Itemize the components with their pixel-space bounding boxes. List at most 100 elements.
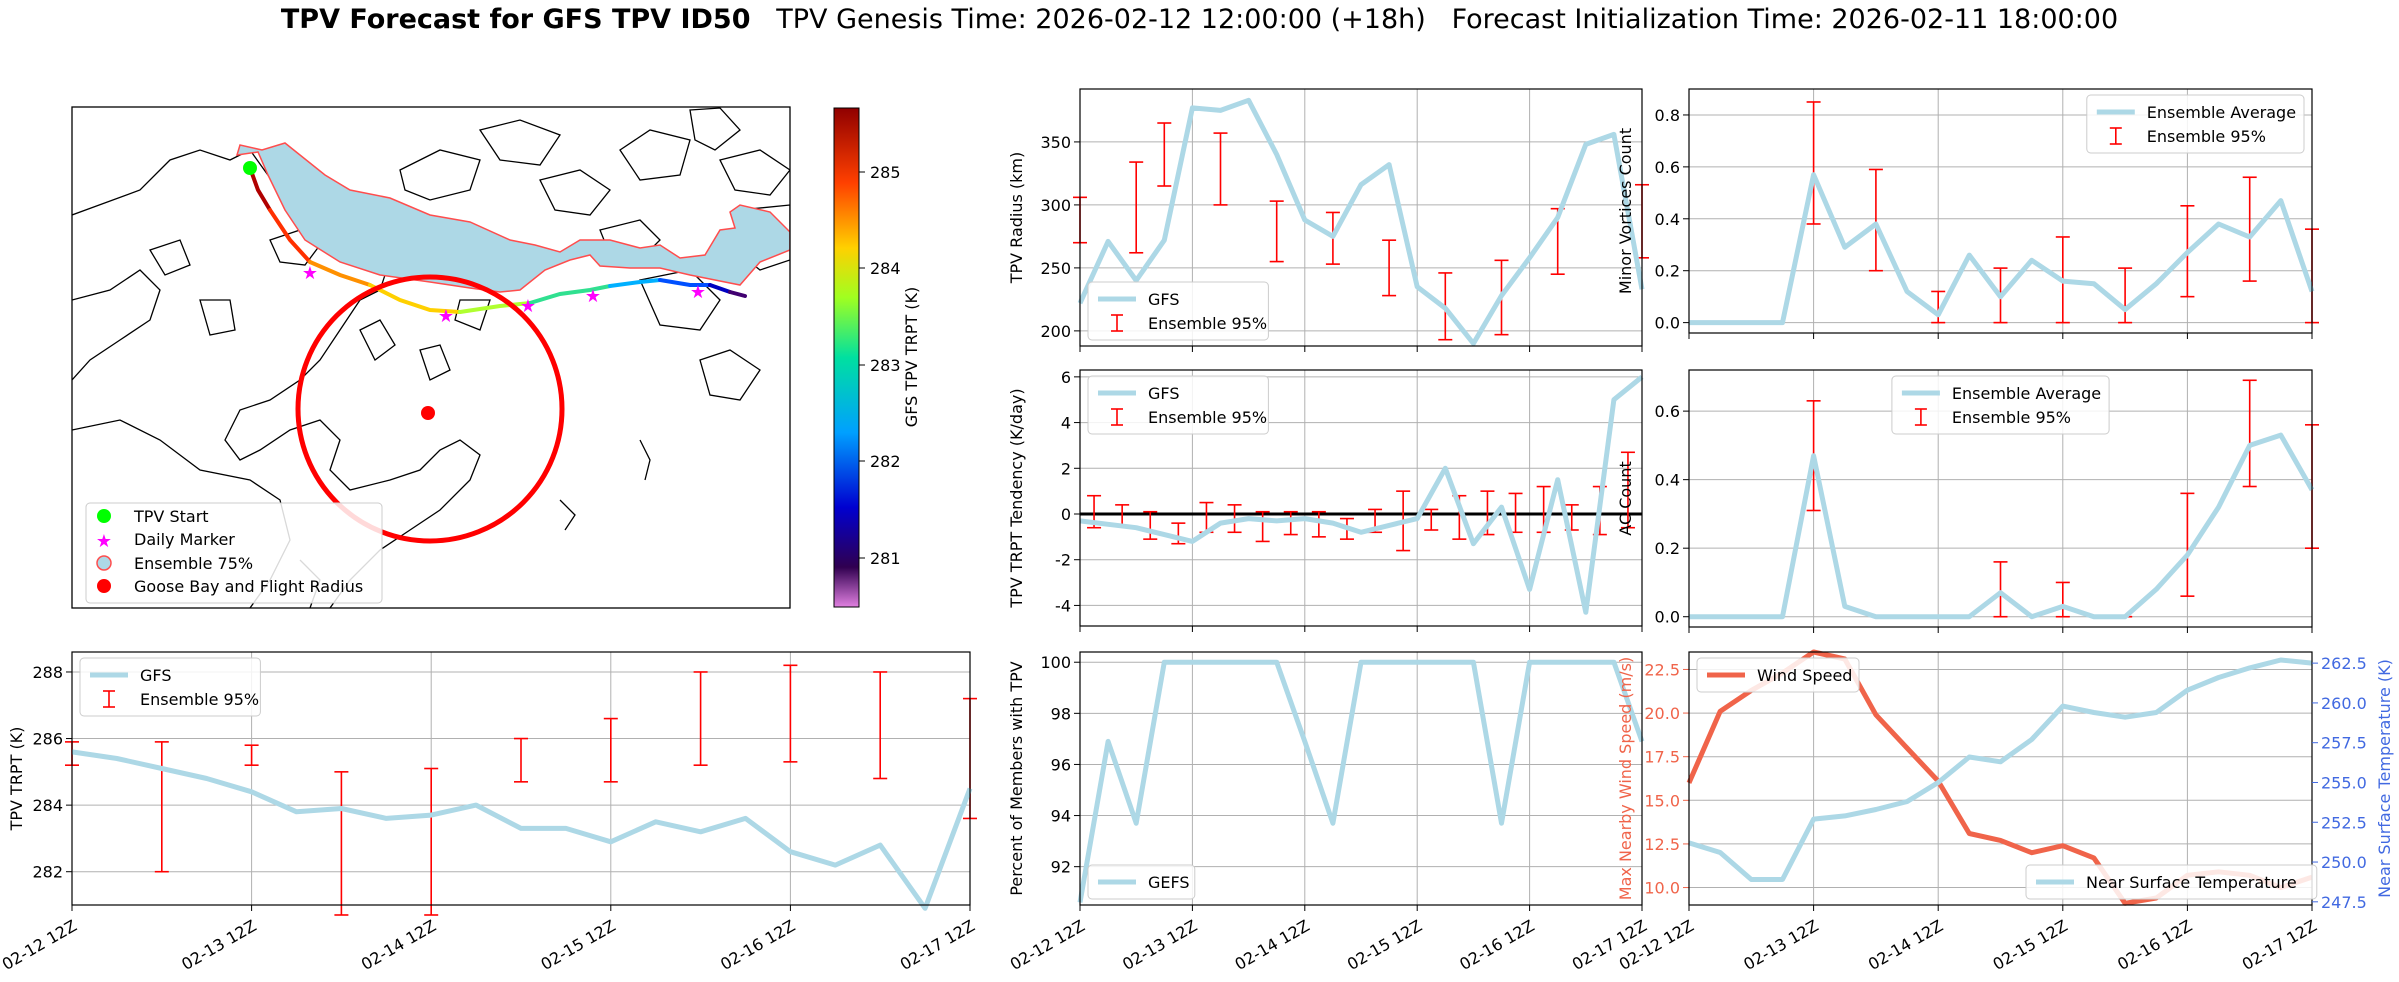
x-tick-label: 02-14 12Z: [1232, 916, 1313, 974]
legend-label: Near Surface Temperature: [2086, 873, 2297, 892]
y-tick-label: 300: [1040, 196, 1071, 215]
y-tick-label: 94: [1051, 807, 1071, 826]
daily-marker: ★: [302, 263, 318, 284]
y-axis-label: Percent of Members with TPV: [1007, 661, 1026, 895]
trpt-panel: 02-12 12Z 02-13 12Z 02-14 12Z 02-15 12Z 02-1…: [0, 651, 978, 974]
y-tick-label: 0.0: [1655, 608, 1680, 627]
y-tick-label: 22.5: [1644, 660, 1680, 679]
legend-box: [1696, 657, 1860, 693]
y-tick-label: 0: [1061, 505, 1071, 524]
x-tick-label: 02-15 12Z: [1344, 916, 1425, 974]
tpv-track: [248, 166, 747, 314]
x-tick-label: 02-16 12Z: [2114, 916, 2195, 974]
legend-label: GFS: [1148, 290, 1179, 309]
y-tick-label: 96: [1051, 755, 1071, 774]
y-tick-label: 10.0: [1644, 879, 1680, 898]
legend-box: [2086, 94, 2305, 154]
daily-marker: ★: [520, 296, 536, 317]
chart-panels: 200 250 300 350 TPV Radius (km) GFS Ensemble 9…: [0, 88, 2394, 974]
y-axis-label: Minor Vortices Count: [1616, 128, 1635, 294]
radius-frame: [1079, 88, 1643, 347]
legend-label: Wind Speed: [1757, 666, 1852, 685]
map-panel: ★ ★ ★ ★ ★ TPV Start ★ Daily Marker Ensem…: [71, 106, 921, 609]
y-tick-label: 100: [1040, 653, 1071, 672]
y-tick-label: 15.0: [1644, 791, 1680, 810]
y2-tick-label: 255.0: [2321, 773, 2367, 792]
y2-tick-label: 262.5: [2321, 654, 2367, 673]
genesis-time: TPV Genesis Time: 2026-02-12 12:00:00 (+…: [776, 4, 1426, 35]
legend-label: Ensemble 95%: [1952, 408, 2071, 427]
y-tick-label: 0.6: [1655, 158, 1680, 177]
colorbar-label: GFS TPV TRPT (K): [902, 287, 921, 427]
colorbar-tick-label: 282: [870, 452, 901, 471]
y-tick-label: 282: [32, 863, 63, 882]
y-axis-label: TPV TRPT Tendency (K/day): [1007, 388, 1026, 608]
tendency-frame: [1079, 369, 1643, 627]
y-tick-label: 20.0: [1644, 704, 1680, 723]
y-tick-label: -2: [1055, 551, 1071, 570]
y-tick-label: 250: [1040, 259, 1071, 278]
legend-box: [1891, 375, 2110, 435]
y-tick-label: 17.5: [1644, 748, 1680, 767]
minor-frame: [1688, 88, 2313, 334]
colorbar-tick-label: 283: [870, 356, 901, 375]
y-axis-label: Max Nearby Wind Speed (m/s): [1616, 657, 1635, 900]
series-line: [1689, 172, 2315, 326]
chart-legend: Near Surface Temperature: [2025, 864, 2318, 900]
y-tick-label: 0.6: [1655, 402, 1680, 421]
chart-legend: GFS Ensemble 95%: [1087, 281, 1269, 341]
series-line: [1688, 657, 2313, 882]
map-frame: [71, 106, 791, 609]
legend-ensemble-label: Ensemble 75%: [134, 554, 253, 573]
legend-ensemble-icon: [96, 555, 112, 571]
percent-frame: [1079, 651, 1643, 906]
y-tick-label: 6: [1061, 368, 1071, 387]
goose-bay-marker: [421, 406, 435, 420]
legend-daily-label: Daily Marker: [134, 530, 235, 549]
tendency-panel: -4 -2 0 2 4 6 TPV TRPT Tendency (K/day) GFS Ense…: [1007, 368, 1644, 632]
y2-tick-label: 252.5: [2321, 813, 2367, 832]
y-tick-label: 4: [1061, 414, 1071, 433]
flight-radius-circle: [295, 274, 565, 544]
series-line: [1077, 97, 1645, 346]
percent-panel: 02-12 12Z 02-13 12Z 02-14 12Z 02-15 12Z 02-1…: [1007, 651, 1650, 974]
legend-label: Ensemble 95%: [140, 690, 259, 709]
y-tick-label: 200: [1040, 322, 1071, 341]
ac-frame: [1688, 369, 2313, 628]
x-tick-label: 02-12 12Z: [0, 916, 80, 974]
x-tick-label: 02-13 12Z: [1740, 916, 1821, 974]
chart-legend: Wind Speed: [1696, 657, 1860, 693]
x-tick-label: 02-17 12Z: [2239, 916, 2320, 974]
y2-tick-label: 260.0: [2321, 694, 2367, 713]
legend-start-icon: [97, 509, 111, 523]
legend-goosebay-icon: [97, 579, 111, 593]
y2-tick-label: 250.0: [2321, 853, 2367, 872]
daily-markers: ★ ★ ★ ★ ★: [302, 263, 706, 327]
y-tick-label: 284: [32, 796, 63, 815]
trpt-frame: [71, 651, 971, 906]
x-tick-label: 02-16 12Z: [1456, 916, 1537, 974]
y-tick-label: 286: [32, 730, 63, 749]
chart-legend: Ensemble Average Ensemble 95%: [1891, 375, 2110, 435]
legend-label: GFS: [140, 666, 171, 685]
legend-box: [2025, 864, 2318, 900]
colorbar: 281 282 283 284 285 GFS TPV TRPT (K): [833, 107, 921, 608]
legend-label: GEFS: [1148, 873, 1190, 892]
x-tick-label: 02-15 12Z: [1990, 916, 2071, 974]
series-line: [71, 749, 973, 911]
legend-label: Ensemble 95%: [1148, 408, 1267, 427]
y-tick-label: 12.5: [1644, 835, 1680, 854]
y2-axis-label: Near Surface Temperature (K): [2375, 659, 2394, 898]
colorbar-tick-label: 284: [870, 259, 901, 278]
daily-marker: ★: [690, 282, 706, 303]
colorbar-ticks: 281 282 283 284 285: [859, 163, 901, 568]
y-axis-label: AC Count: [1616, 461, 1635, 535]
y-tick-label: -4: [1055, 596, 1071, 615]
x-tick-label: 02-13 12Z: [178, 916, 259, 974]
series-line: [1079, 374, 1644, 615]
x-tick-label: 02-14 12Z: [1865, 916, 1946, 974]
y-axis-label: TPV Radius (km): [1007, 152, 1026, 285]
y-tick-label: 92: [1051, 858, 1071, 877]
ensemble-75-region: [235, 142, 790, 293]
wind-frame: [1688, 651, 2313, 906]
